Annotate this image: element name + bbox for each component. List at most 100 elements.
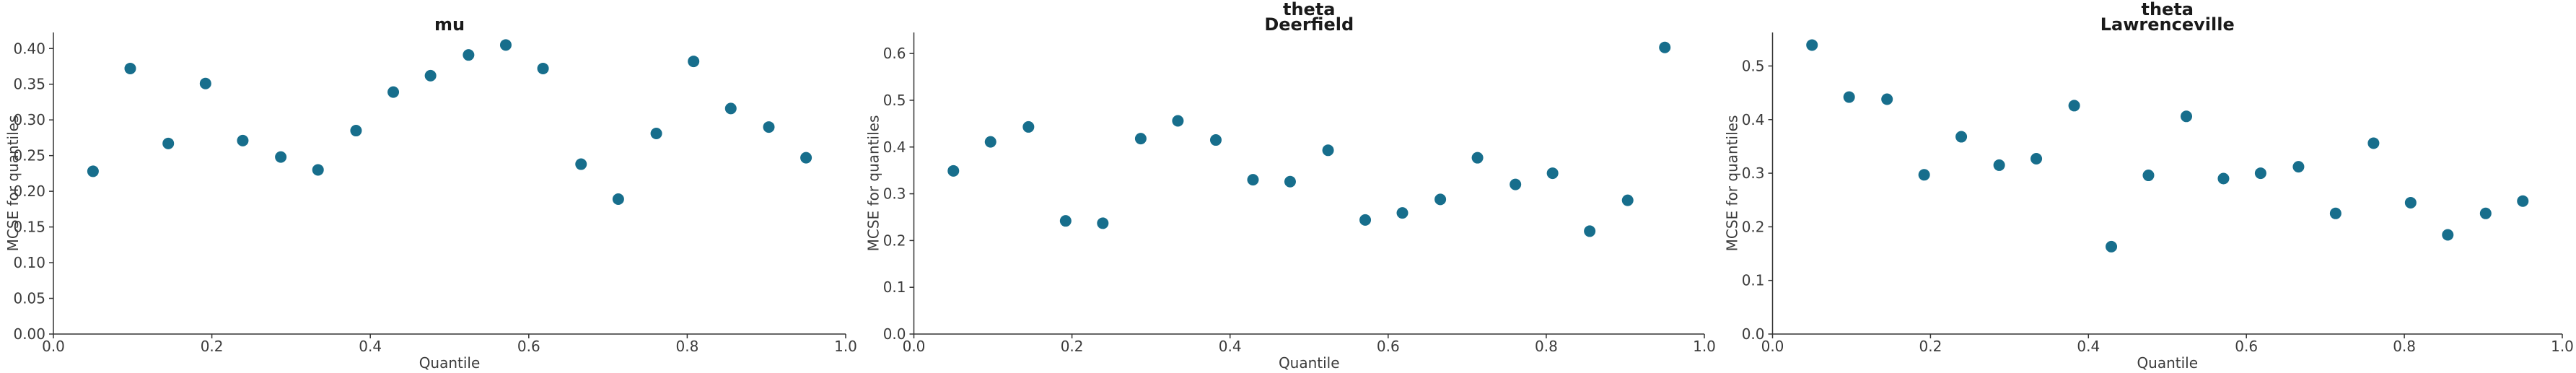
data-point	[1209, 134, 1222, 146]
data-point	[87, 165, 99, 177]
x-tick-label: 0.8	[2393, 338, 2416, 355]
y-tick-label: 0.30	[13, 111, 45, 128]
y-tick-label: 0.6	[883, 45, 906, 62]
data-point	[947, 164, 960, 177]
data-point	[688, 56, 700, 68]
x-tick-label: 0.0	[42, 338, 65, 355]
x-tick-label: 1.0	[1693, 338, 1716, 355]
data-point	[575, 158, 587, 170]
y-tick-label: 0.5	[1742, 57, 1765, 74]
x-tick-label: 0.8	[1535, 338, 1558, 355]
x-tick-label: 0.6	[517, 338, 540, 355]
y-tick-label: 0.00	[13, 325, 45, 343]
data-point	[1584, 225, 1596, 237]
y-tick-label: 0.3	[883, 185, 906, 203]
data-point	[2442, 229, 2454, 241]
y-tick-label: 0.5	[883, 92, 906, 109]
subplot-title-line: Deerfield	[1264, 14, 1354, 35]
data-point	[1806, 39, 1818, 51]
data-point	[2329, 207, 2341, 219]
data-point	[2181, 110, 2193, 123]
data-point	[1659, 41, 1671, 53]
data-point	[800, 152, 812, 164]
y-tick-label: 0.15	[13, 219, 45, 236]
data-point	[1471, 152, 1484, 164]
data-point	[1993, 159, 2005, 171]
data-point	[1843, 91, 1855, 103]
data-point	[1172, 115, 1184, 127]
x-axis-label: Quantile	[1279, 354, 1340, 372]
y-tick-label: 0.05	[13, 290, 45, 307]
subplot-title-line: theta	[1283, 0, 1336, 19]
data-point	[612, 193, 624, 206]
data-point	[1134, 133, 1147, 145]
data-point	[2142, 170, 2155, 182]
x-tick-label: 1.0	[834, 338, 857, 355]
data-point	[1918, 169, 1930, 181]
data-point	[2217, 172, 2230, 185]
y-tick-label: 0.4	[1742, 111, 1765, 128]
data-point	[2068, 100, 2080, 112]
data-point	[984, 136, 996, 148]
data-point	[312, 164, 324, 176]
data-point	[763, 121, 775, 133]
y-axis-label: MCSE for quantiles	[865, 115, 882, 252]
y-tick-label: 0.2	[1742, 218, 1765, 235]
data-point	[124, 62, 136, 74]
y-tick-label: 0.35	[13, 76, 45, 93]
data-point	[1322, 144, 1334, 157]
subplot-mu: 0.00 0.05 0.10 0.15 0.20 0.25 0.30 0.35 0.40 0.0 0…	[4, 14, 857, 372]
data-point	[1434, 193, 1447, 206]
data-point	[1546, 167, 1559, 180]
data-point	[1284, 175, 1296, 188]
x-tick-label: 0.6	[1377, 338, 1400, 355]
x-tick-label: 0.4	[2077, 338, 2100, 355]
data-point	[1247, 174, 1259, 186]
x-axis-label: Quantile	[419, 354, 481, 372]
data-point	[1955, 131, 1968, 143]
y-tick-label: 0.3	[1742, 164, 1765, 182]
x-tick-label: 0.0	[903, 338, 926, 355]
data-point	[1510, 178, 1522, 190]
subplot-title-line: mu	[434, 14, 465, 35]
data-point	[387, 86, 400, 98]
y-tick-label: 0.20	[13, 183, 45, 200]
x-tick-label: 0.4	[359, 338, 382, 355]
x-tick-label: 0.2	[1919, 338, 1942, 355]
data-point	[2517, 195, 2529, 207]
data-point	[1881, 93, 1893, 105]
x-tick-label: 0.2	[1061, 338, 1084, 355]
data-point	[350, 125, 362, 137]
y-tick-label: 0.1	[883, 278, 906, 296]
y-tick-label: 0.10	[13, 254, 45, 271]
data-point	[2106, 240, 2118, 253]
data-point	[2479, 207, 2492, 219]
data-point	[1097, 217, 1109, 229]
y-tick-label: 0.1	[1742, 272, 1765, 289]
data-point	[2254, 167, 2266, 180]
data-point	[650, 127, 662, 139]
y-tick-label: 0.4	[883, 139, 906, 156]
y-axis-label: MCSE for quantiles	[1724, 115, 1741, 252]
y-axis-label: MCSE for quantiles	[4, 115, 22, 252]
y-tick-label: 0.0	[883, 325, 906, 343]
data-point	[162, 137, 175, 149]
x-tick-label: 0.0	[1761, 338, 1784, 355]
data-point	[499, 39, 512, 51]
x-tick-label: 0.4	[1219, 338, 1242, 355]
data-point	[2292, 161, 2305, 173]
y-tick-label: 0.40	[13, 40, 45, 57]
data-point	[1359, 214, 1372, 226]
y-tick-label: 0.2	[883, 232, 906, 249]
data-point	[2030, 153, 2043, 165]
x-tick-label: 0.2	[201, 338, 224, 355]
data-point	[463, 49, 475, 61]
x-tick-label: 1.0	[2551, 338, 2574, 355]
data-point	[537, 62, 549, 74]
subplot-title-line: theta	[2141, 0, 2194, 19]
data-point	[1396, 207, 1409, 219]
data-point	[275, 151, 287, 163]
data-point	[2367, 137, 2380, 149]
